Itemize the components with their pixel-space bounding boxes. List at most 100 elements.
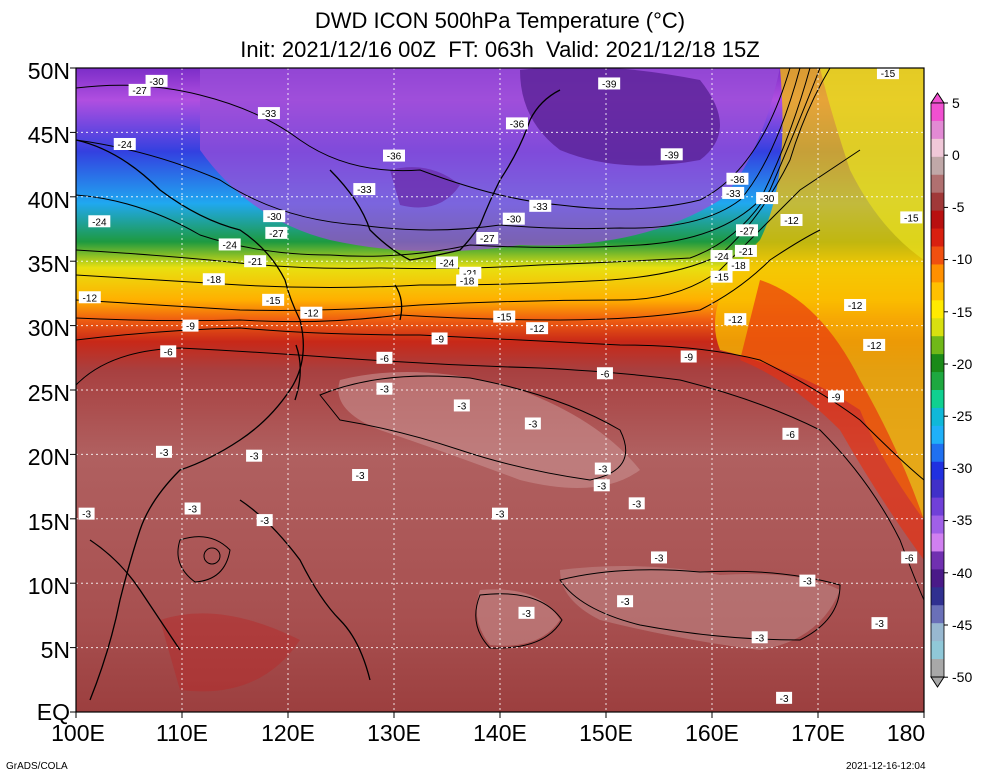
contour-label-text: -12 [304,309,319,320]
contour-label-text: -6 [905,553,914,564]
cold-pocket-area [390,167,460,208]
lat-label: 5N [40,637,70,663]
contour-label-text: -3 [457,401,466,412]
contour-label-text: -6 [600,369,609,380]
contour-label-text: -24 [92,217,107,228]
contour-label-text: -15 [266,296,281,307]
contour-label-box [726,172,749,185]
contour-label-box [431,332,448,345]
contour-label-text: -21 [463,269,478,280]
contour-label: -33 [529,199,552,213]
contour-label-box [244,255,267,268]
colorbar-swatch [931,192,944,212]
lon-label: 160E [685,720,739,746]
colorbar-label: 5 [952,95,960,111]
colorbar-swatch [931,318,944,337]
contour-label: -9 [680,350,697,364]
colorbar-swatch [931,174,944,194]
contour-label-text: -3 [160,448,169,459]
colorbar-swatch [931,497,944,517]
contour-label-box [78,507,95,520]
contour-label: -3 [524,417,541,430]
colorbar-label: -30 [952,460,973,476]
colorbar-label: -20 [952,356,973,372]
contour-label-box [492,507,508,520]
contour-label-box [88,215,111,228]
colorbar-label: -10 [952,251,973,267]
colorbar-max-arrow [930,92,945,104]
colorbar-swatch [931,407,944,427]
contour-label-text: -3 [356,471,365,482]
contour-label-text: -6 [164,347,173,358]
lat-label: 40N [27,187,70,213]
contour-label: -12 [844,298,867,312]
contour-label-box [160,345,177,358]
colorbar-swatch [931,461,944,481]
contour-label: -6 [160,345,177,358]
ridge-core-area [820,68,924,260]
contour-label: -12 [300,306,323,320]
contour-label-text: -12 [867,341,882,352]
colorbar-swatch [931,120,944,140]
contour-label-box [353,183,376,196]
contour-label: -3 [518,606,535,620]
lon-label: 130E [367,720,421,746]
contour-label-text: -36 [387,152,402,163]
contour-label-text: -24 [714,252,729,263]
contour-label: -6 [901,551,918,564]
contour-label-box [257,107,280,120]
contour-label-text: -3 [380,385,389,396]
colorbar-min-arrow [930,676,945,688]
contour-label-box [456,274,479,287]
contour-label: -30 [502,212,525,226]
colorbar-swatch [931,425,944,445]
contour-label-text: -3 [522,609,531,620]
colorbar-swatch [931,372,944,391]
contour-label: -3 [617,595,634,608]
contour-label-text: -9 [684,353,693,364]
contour-label-box [300,306,323,319]
tropical-warm-patch [560,566,840,650]
lon-label: 120E [261,720,315,746]
contour-label-box [776,691,793,704]
contour-label: -18 [456,274,479,288]
contour-label-box [660,148,683,161]
colorbar-label: -40 [952,565,973,581]
contour-label: -33 [353,183,376,196]
contour-label: -3 [628,497,645,510]
contour-label-text: -3 [496,510,505,521]
contour-label: -6 [782,427,799,441]
contour-label-text: -39 [664,150,679,161]
contour-label-box [113,137,136,150]
contour-label: -9 [182,319,199,333]
colorbar-swatch [931,551,944,570]
contour-lines [76,68,924,649]
contour-label: -3 [155,445,172,459]
contour-label: -3 [256,514,273,527]
contour-label-box [182,319,199,332]
lon-label: 100E [51,720,105,746]
contour-label-box [799,574,816,587]
contour-label: -21 [244,255,267,268]
contour-label: -3 [352,469,369,482]
colorbar-swatch [931,156,944,176]
contour-label-box [782,427,799,440]
contour-label: -24 [113,137,136,151]
contour-label-text: -12 [848,301,863,312]
contour-label: -3 [651,551,667,564]
contour-label-text: -39 [602,79,617,90]
contour-label-text: -3 [632,499,641,510]
contour-label-box [734,244,757,257]
contour-label: -24 [436,256,458,269]
axis-ticks [70,67,925,718]
contour-label-text: -33 [533,202,548,213]
contour-label-text: -3 [82,510,91,521]
contour-label: -30 [263,210,286,223]
contour-label-box [680,350,697,363]
lat-label: 45N [27,122,70,148]
contour-label-text: -3 [780,694,789,705]
tropical-warm-patch [338,372,640,488]
contour-label: -3 [246,449,263,463]
contour-label-text: -30 [267,212,282,223]
